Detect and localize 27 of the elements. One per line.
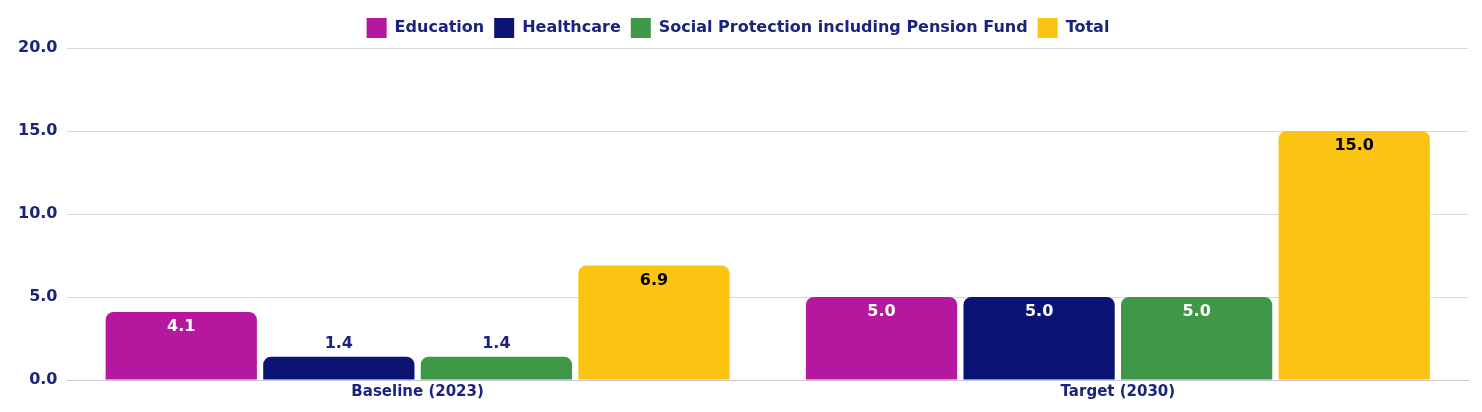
bar [963,297,1115,380]
bar [1278,131,1430,380]
data-label: 4.1 [167,316,196,336]
y-tick-label: 0.0 [29,369,58,389]
y-tick-label: 20.0 [17,37,58,57]
legend-label: Education [394,17,485,37]
data-label: 5.0 [1024,301,1054,321]
bar [805,297,958,380]
bar [578,265,730,380]
bar [420,356,573,380]
data-label: 5.0 [1182,301,1211,321]
y-tick-label: 15.0 [17,120,58,140]
x-tick-label: Target (2030) [1060,381,1176,400]
data-label: 15.0 [1334,135,1374,155]
y-tick-label: 10.0 [17,203,58,223]
bar [1121,297,1273,380]
data-label: 6.9 [639,269,669,289]
legend-label: Healthcare [522,17,621,37]
data-label: 1.4 [482,332,511,352]
bar [105,311,257,380]
legend-label: Total [1065,17,1110,37]
bar [263,356,415,380]
data-label: 1.4 [324,332,353,352]
data-label: 5.0 [867,301,896,321]
y-tick-label: 5.0 [29,286,58,306]
x-tick-label: Baseline (2023) [351,381,484,400]
legend-label: Social Protection including Pension Fund [658,17,1028,37]
